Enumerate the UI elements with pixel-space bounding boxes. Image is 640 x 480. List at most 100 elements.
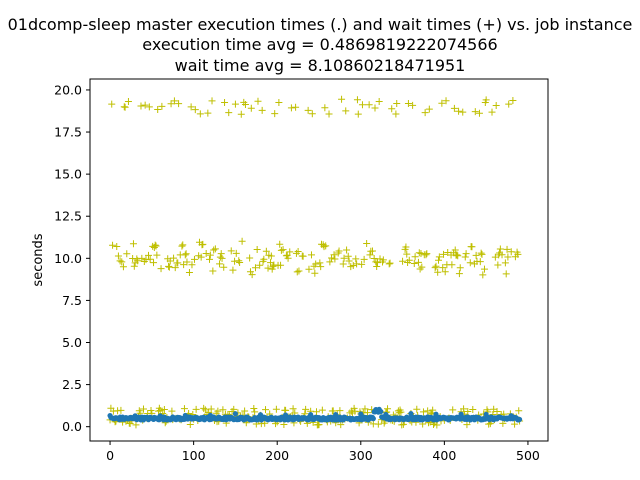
wait-time-point xyxy=(225,109,233,117)
wait-time-point xyxy=(455,270,463,278)
wait-time-point xyxy=(419,408,427,416)
wait-time-point xyxy=(123,250,131,258)
y-tick-label: 17.5 xyxy=(54,125,82,140)
wait-time-point xyxy=(160,406,168,414)
wait-time-point xyxy=(179,241,187,249)
wait-time-point xyxy=(209,267,217,275)
wait-time-point xyxy=(152,242,160,250)
wait-time-point xyxy=(416,265,424,273)
wait-time-point xyxy=(399,257,407,265)
plot-frame xyxy=(89,78,549,442)
wait-time-point xyxy=(418,263,426,271)
wait-time-point xyxy=(235,257,243,265)
wait-time-point xyxy=(237,110,245,118)
wait-time-point xyxy=(256,261,264,269)
wait-time-point xyxy=(241,101,249,109)
wait-time-point xyxy=(206,255,214,263)
wait-time-point xyxy=(379,256,387,264)
wait-time-point xyxy=(158,102,166,110)
wait-time-point xyxy=(202,249,210,257)
wait-time-point xyxy=(236,258,244,266)
wait-time-point xyxy=(504,253,512,261)
wait-time-point xyxy=(271,110,279,118)
wait-time-point xyxy=(511,420,519,428)
wait-time-point xyxy=(171,264,179,272)
wait-time-point xyxy=(360,255,368,263)
wait-time-point xyxy=(342,107,350,115)
wait-time-point xyxy=(315,421,323,429)
wait-time-point xyxy=(460,405,468,413)
wait-time-point xyxy=(514,250,522,258)
wait-time-point xyxy=(344,252,352,260)
wait-time-point xyxy=(269,262,277,270)
wait-time-point xyxy=(456,264,464,272)
wait-time-point xyxy=(206,251,214,259)
wait-time-point xyxy=(502,270,510,278)
wait-time-point xyxy=(272,405,280,413)
wait-time-point xyxy=(251,408,259,416)
wait-time-point xyxy=(186,420,194,428)
wait-time-point xyxy=(246,254,254,262)
wait-time-point xyxy=(196,110,204,118)
wait-time-point xyxy=(459,108,467,116)
wait-time-point xyxy=(312,408,320,416)
wait-time-point xyxy=(251,264,259,272)
wait-time-point xyxy=(507,248,515,256)
wait-time-point xyxy=(410,260,418,268)
wait-time-point xyxy=(118,258,126,266)
wait-time-point xyxy=(353,260,361,268)
wait-time-point xyxy=(448,261,456,269)
wait-time-point xyxy=(248,271,256,279)
wait-time-point xyxy=(214,407,222,415)
wait-time-point xyxy=(311,269,319,277)
wait-time-point xyxy=(241,407,249,415)
wait-time-point xyxy=(392,110,400,118)
wait-time-point xyxy=(287,104,295,112)
wait-time-point xyxy=(476,258,484,266)
wait-time-point xyxy=(461,253,469,261)
wait-time-point xyxy=(352,255,360,263)
execution-time-point xyxy=(232,411,239,417)
wait-time-point xyxy=(432,262,440,270)
wait-time-point xyxy=(308,110,316,118)
wait-time-point xyxy=(370,255,378,263)
wait-time-point xyxy=(453,251,461,259)
wait-time-point xyxy=(254,97,262,105)
wait-time-point xyxy=(331,255,339,263)
wait-time-point xyxy=(276,240,284,248)
wait-time-point xyxy=(482,96,490,104)
wait-time-point xyxy=(302,405,310,413)
wait-time-point xyxy=(449,406,457,414)
wait-time-point xyxy=(293,268,301,276)
wait-time-point xyxy=(375,98,383,106)
wait-time-point xyxy=(468,243,476,251)
wait-time-point xyxy=(279,246,287,254)
wait-time-point xyxy=(469,406,477,414)
wait-time-point xyxy=(157,265,165,273)
wait-time-point xyxy=(130,262,138,270)
wait-time-point xyxy=(318,406,326,414)
wait-time-point xyxy=(354,110,362,118)
wait-time-point xyxy=(229,266,237,274)
wait-time-point xyxy=(113,242,121,250)
wait-time-point xyxy=(253,246,261,254)
wait-time-point xyxy=(124,98,132,106)
wait-time-point xyxy=(231,100,239,108)
wait-time-point xyxy=(340,254,348,262)
wait-time-point xyxy=(393,99,401,107)
wait-time-point xyxy=(210,246,218,254)
y-tick-label: 12.5 xyxy=(54,209,82,224)
wait-time-point xyxy=(498,251,506,259)
y-tick-label: 7.5 xyxy=(62,293,82,308)
wait-time-point xyxy=(358,101,366,109)
wait-time-point xyxy=(200,404,208,412)
wait-time-point xyxy=(404,100,412,108)
wait-time-point xyxy=(170,254,178,262)
wait-time-point xyxy=(119,263,127,271)
wait-time-point xyxy=(384,405,392,413)
wait-time-point xyxy=(343,246,351,254)
wait-time-point xyxy=(185,268,193,276)
wait-time-point xyxy=(246,268,254,276)
wait-time-point xyxy=(488,108,496,116)
